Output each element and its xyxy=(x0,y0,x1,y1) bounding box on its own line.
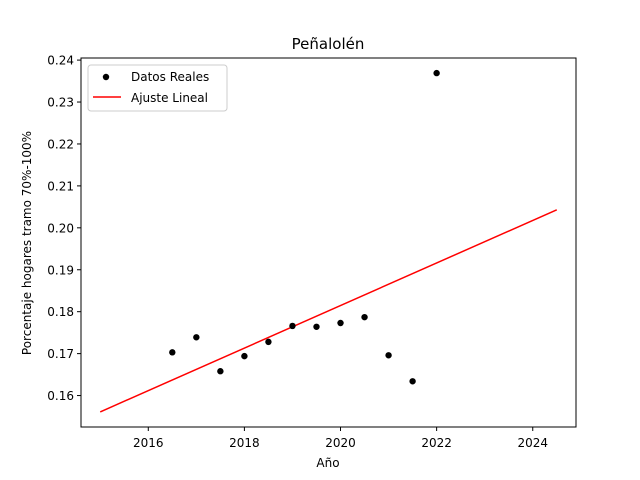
x-axis-ticks: 2016 2018 2020 2022 2024 xyxy=(133,427,548,450)
y-tick-label: 0.21 xyxy=(47,179,74,193)
legend-marker-datos-reales xyxy=(102,73,110,81)
x-axis-label: Año xyxy=(316,456,339,470)
data-point xyxy=(193,334,200,341)
y-tick-label: 0.19 xyxy=(47,263,74,277)
y-tick-label: 0.17 xyxy=(47,347,74,361)
data-point xyxy=(169,349,176,356)
data-point xyxy=(265,338,272,346)
y-tick-label: 0.20 xyxy=(47,221,74,235)
y-axis-ticks: 0.16 0.17 0.18 0.19 0.20 0.21 0.22 0.23 0.24 xyxy=(47,54,81,403)
x-tick-label: 2016 xyxy=(133,436,164,450)
x-tick-label: 2018 xyxy=(229,436,260,450)
fit-line xyxy=(99,209,558,413)
legend-box xyxy=(87,64,228,112)
legend-label-datos-reales: Datos Reales xyxy=(131,70,209,84)
y-tick-label: 0.22 xyxy=(47,137,74,151)
data-point xyxy=(313,323,320,330)
y-tick-label: 0.16 xyxy=(47,389,74,403)
data-point xyxy=(241,352,248,360)
data-point xyxy=(361,313,368,321)
legend-label-ajuste-lineal: Ajuste Lineal xyxy=(131,91,208,105)
data-point xyxy=(289,322,296,330)
legend: Datos Reales Ajuste Lineal xyxy=(87,64,228,112)
data-point xyxy=(217,368,224,375)
data-point xyxy=(409,378,416,385)
x-tick-label: 2020 xyxy=(325,436,356,450)
y-tick-label: 0.23 xyxy=(47,96,74,110)
data-point xyxy=(385,352,392,359)
y-tick-label: 0.18 xyxy=(47,305,74,319)
y-axis-label: Porcentaje hogares tramo 70%-100% xyxy=(20,131,34,355)
plot-frame xyxy=(80,57,577,428)
x-tick-label: 2022 xyxy=(421,436,452,450)
chart-title: Peñalolén xyxy=(292,35,365,53)
plot-marks xyxy=(99,69,558,413)
data-point xyxy=(337,319,344,327)
data-point xyxy=(433,69,440,77)
x-tick-label: 2024 xyxy=(517,436,548,450)
y-tick-label: 0.24 xyxy=(47,54,74,68)
